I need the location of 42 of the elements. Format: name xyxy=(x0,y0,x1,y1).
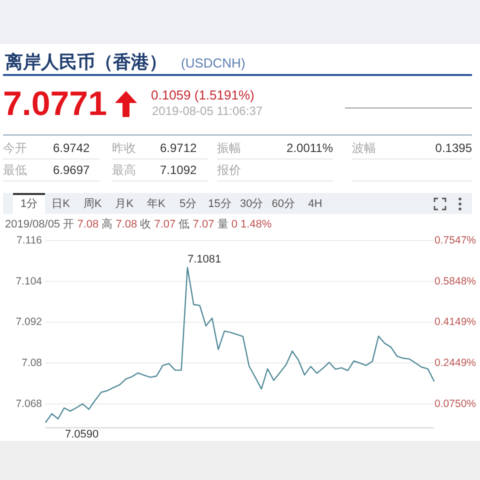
text: 年K xyxy=(147,198,166,210)
text: 7.0771 xyxy=(3,85,107,123)
text: 月K xyxy=(115,198,134,210)
y2-tick-label: 0.7547% xyxy=(434,234,476,246)
text: 离岸人民币（香港） xyxy=(4,52,167,72)
y2-tick-label: 0.5848% xyxy=(434,275,476,288)
text: 周K xyxy=(83,198,102,210)
y-tick-label: 7.116 xyxy=(16,234,42,246)
text: 0.1395 xyxy=(435,141,472,155)
text: 0.1059 (1.5191%) xyxy=(151,88,254,102)
text: 报价 xyxy=(216,163,241,177)
text: 振幅 xyxy=(217,141,241,155)
text: 4H xyxy=(308,198,322,210)
text: 今开 xyxy=(3,141,27,155)
y2-tick-label: 0.2449% xyxy=(434,357,476,370)
text: 5分 xyxy=(179,198,197,210)
y2-tick-label: 0.0750% xyxy=(434,398,476,410)
text: 15分 xyxy=(208,198,232,210)
text: 7.0590 xyxy=(65,428,99,441)
y-tick-label: 7.092 xyxy=(16,316,42,328)
line-series xyxy=(45,266,435,423)
text: 6.9697 xyxy=(53,163,90,177)
y-tick-label: 7.08 xyxy=(22,357,42,370)
text: 波幅 xyxy=(352,141,376,155)
annotation: 7.1081 xyxy=(187,253,222,266)
text: 最低 xyxy=(3,163,27,177)
text: 日K xyxy=(52,198,71,210)
text: 最高 xyxy=(112,163,136,177)
text: (USDCNH) xyxy=(181,56,246,70)
text: 2019-08-05 11:06:37 xyxy=(152,104,263,118)
text: 2.0011% xyxy=(286,141,334,155)
text: 2019/08/05 开 7.08 高 7.08 收 7.07 低 7.07 量 0 1.48% xyxy=(5,218,272,230)
text: 30分 xyxy=(240,198,264,210)
text: 60分 xyxy=(272,198,296,210)
text: 7.1092 xyxy=(160,163,198,177)
y-tick-label: 7.068 xyxy=(16,398,42,410)
y-tick-label: 7.104 xyxy=(16,275,42,288)
text: 6.9742 xyxy=(53,141,90,155)
tab-active: 1分 xyxy=(13,193,45,214)
text: 6.9712 xyxy=(160,141,198,155)
text: 昨收 xyxy=(112,141,136,155)
y2-tick-label: 0.4149% xyxy=(434,316,476,328)
